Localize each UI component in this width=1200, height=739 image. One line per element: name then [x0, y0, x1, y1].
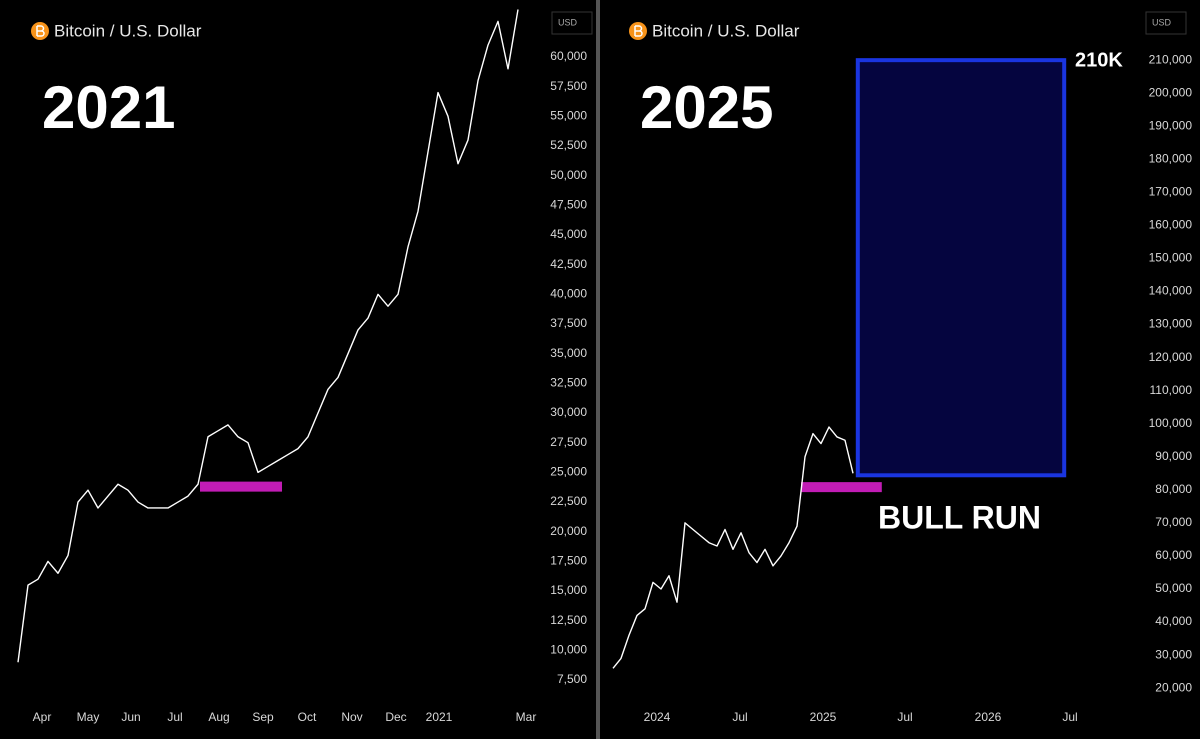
- y-tick-label: 180,000: [1149, 151, 1193, 165]
- y-tick-label: 140,000: [1149, 284, 1193, 298]
- y-tick-label: 55,000: [550, 108, 587, 122]
- x-tick-label: 2026: [975, 710, 1002, 724]
- y-tick-label: 160,000: [1149, 218, 1193, 232]
- y-tick-label: 70,000: [1155, 515, 1192, 529]
- y-tick-label: 57,500: [550, 79, 587, 93]
- y-tick-label: 37,500: [550, 316, 587, 330]
- x-tick-label: Jun: [121, 710, 140, 724]
- x-tick-label: Apr: [33, 710, 52, 724]
- x-tick-label: 2021: [426, 710, 453, 724]
- divider: [596, 0, 600, 739]
- y-tick-label: 30,000: [1155, 647, 1192, 661]
- x-tick-label: Oct: [298, 710, 317, 724]
- y-tick-label: 210,000: [1149, 52, 1193, 66]
- y-tick-label: 200,000: [1149, 85, 1193, 99]
- y-tick-label: 22,500: [550, 494, 587, 508]
- x-tick-label: Jul: [897, 710, 912, 724]
- x-tick-label: Jul: [732, 710, 747, 724]
- x-tick-label: Aug: [208, 710, 229, 724]
- y-tick-label: 120,000: [1149, 350, 1193, 364]
- y-tick-label: 80,000: [1155, 482, 1192, 496]
- annotation: BULL RUN: [878, 499, 1041, 535]
- y-tick-label: 35,000: [550, 346, 587, 360]
- y-tick-label: 25,000: [550, 465, 587, 479]
- currency-box: [551, 11, 593, 35]
- x-tick-label: Dec: [385, 710, 406, 724]
- annotation: 210K: [1075, 49, 1123, 71]
- price-line: [612, 426, 854, 669]
- y-tick-label: 40,000: [1155, 614, 1192, 628]
- y-tick-label: 7,500: [557, 672, 587, 686]
- y-tick-label: 10,000: [550, 643, 587, 657]
- bitcoin-glyph: [634, 25, 643, 37]
- y-tick-label: 170,000: [1149, 185, 1193, 199]
- currency-box: [1145, 11, 1187, 35]
- y-tick-label: 150,000: [1149, 251, 1193, 265]
- price-line: [17, 9, 519, 663]
- y-tick-label: 17,500: [550, 554, 587, 568]
- y-tick-label: 47,500: [550, 198, 587, 212]
- target-box: [855, 58, 1067, 478]
- currency: USD: [1152, 17, 1172, 27]
- y-tick-label: 60,000: [1155, 548, 1192, 562]
- chart-title: Bitcoin / U.S. Dollar: [54, 21, 202, 40]
- y-tick-label: 32,500: [550, 376, 587, 390]
- y-tick-label: 90,000: [1155, 449, 1192, 463]
- y-tick-label: 110,000: [1150, 383, 1193, 397]
- y-tick-label: 30,000: [550, 405, 587, 419]
- y-tick-label: 50,000: [550, 168, 587, 182]
- y-tick-label: 100,000: [1149, 416, 1193, 430]
- panel-right: Bitcoin / U.S. Dollar 2025 USD 210K BULL…: [629, 11, 1187, 535]
- x-tick-label: Mar: [516, 710, 537, 724]
- x-tick-label: Jul: [1062, 710, 1077, 724]
- chart-title: Bitcoin / U.S. Dollar: [652, 21, 800, 40]
- x-tick-label: Sep: [252, 710, 274, 724]
- y-tick-label: 12,500: [550, 613, 587, 627]
- x-tick-label: 2025: [810, 710, 837, 724]
- x-tick-label: Jul: [167, 710, 182, 724]
- y-tick-label: 20,000: [1155, 680, 1192, 694]
- x-tick-label: 2024: [644, 710, 671, 724]
- x-tick-label: Nov: [341, 710, 362, 724]
- bitcoin-glyph: [36, 25, 45, 37]
- y-tick-label: 130,000: [1149, 317, 1193, 331]
- currency: USD: [558, 17, 578, 27]
- y-tick-label: 60,000: [550, 49, 587, 63]
- panel-left: Bitcoin / U.S. Dollar 2021 USD: [31, 11, 593, 141]
- year-label: 2021: [42, 74, 175, 141]
- y-tick-label: 20,000: [550, 524, 587, 538]
- y-tick-label: 45,000: [550, 227, 587, 241]
- y-tick-label: 52,500: [550, 138, 587, 152]
- y-tick-label: 50,000: [1155, 581, 1192, 595]
- x-tick-label: May: [77, 710, 100, 724]
- year-label: 2025: [640, 74, 773, 141]
- y-tick-label: 40,000: [550, 287, 587, 301]
- y-tick-label: 190,000: [1149, 118, 1193, 132]
- y-tick-label: 15,000: [550, 583, 587, 597]
- y-tick-label: 42,500: [550, 257, 587, 271]
- y-tick-label: 27,500: [550, 435, 587, 449]
